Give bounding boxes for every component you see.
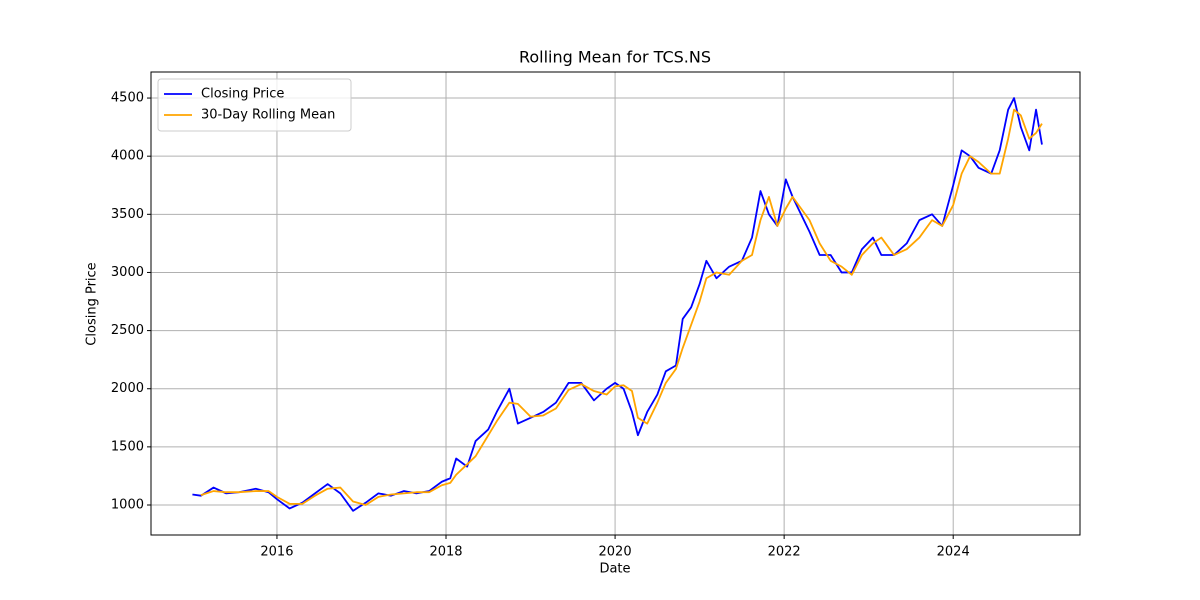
x-tick-label: 2016 [260,545,293,560]
y-tick-label: 4000 [111,149,144,164]
line-series [200,108,1043,506]
x-tick-label: 2020 [599,545,632,560]
line-series [192,97,1043,512]
y-tick-label: 1000 [111,498,144,513]
chart-title: Rolling Mean for TCS.NS [519,48,711,67]
y-tick-label: 2000 [111,381,144,396]
plot-frame [150,71,1081,536]
legend-label: Closing Price [201,87,284,102]
x-tick-label: 2024 [937,545,970,560]
legend-label: 30-Day Rolling Mean [201,108,335,123]
x-tick-label: 2022 [768,545,801,560]
y-tick-label: 3500 [111,207,144,222]
y-tick-label: 1500 [111,439,144,454]
legend-box [157,78,352,132]
y-axis-label: Closing Price [85,262,100,345]
x-axis-label: Date [599,562,630,577]
y-tick-label: 3000 [111,265,144,280]
legend: Closing Price 30-Day Rolling Mean [157,78,352,132]
y-tick-label: 2500 [111,323,144,338]
x-tick-label: 2018 [429,545,462,560]
y-tick-label: 4500 [111,91,144,106]
